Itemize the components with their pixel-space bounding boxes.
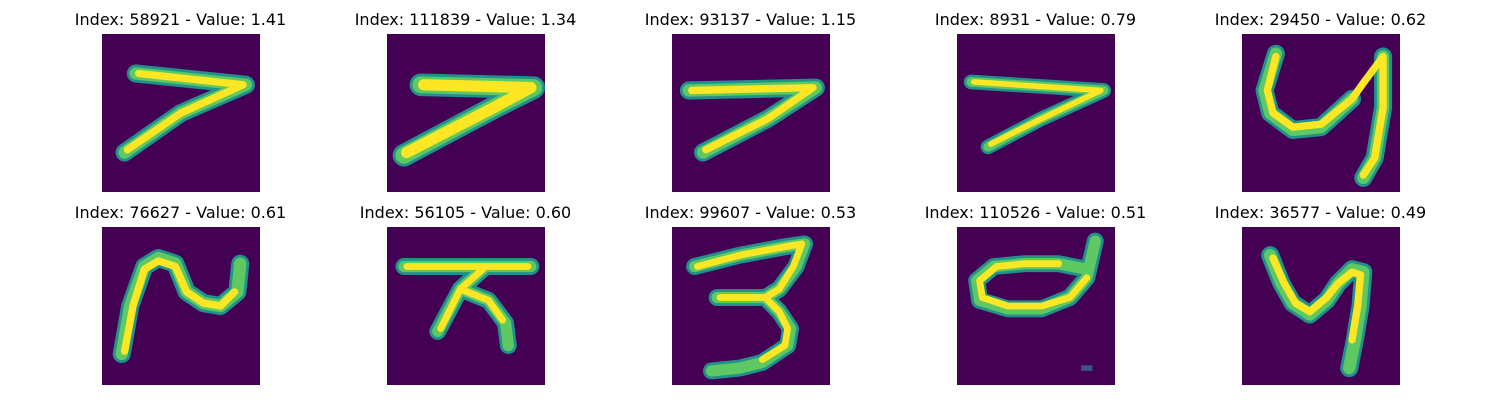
panel-title: Index: 36577 - Value: 0.49 bbox=[1214, 203, 1427, 222]
panel: Index: 58921 - Value: 1.41 bbox=[38, 0, 323, 192]
panel-title: Index: 56105 - Value: 0.60 bbox=[359, 203, 572, 222]
panel: Index: 110526 - Value: 0.51 bbox=[893, 193, 1178, 385]
panel-title: Index: 8931 - Value: 0.79 bbox=[934, 10, 1137, 29]
panel: Index: 99607 - Value: 0.53 bbox=[608, 193, 893, 385]
four-b-icon bbox=[1241, 227, 1400, 385]
four-a-icon bbox=[1241, 34, 1400, 192]
zero-icon bbox=[956, 227, 1115, 385]
panel: Index: 56105 - Value: 0.60 bbox=[323, 193, 608, 385]
panel-title: Index: 58921 - Value: 1.41 bbox=[74, 10, 287, 29]
seven-c-icon bbox=[671, 34, 830, 192]
panel-title: Index: 29450 - Value: 0.62 bbox=[1214, 10, 1427, 29]
three-icon bbox=[671, 227, 830, 385]
seven-a-icon bbox=[101, 34, 260, 192]
seven-d-icon bbox=[956, 34, 1115, 192]
two-icon bbox=[101, 227, 260, 385]
panel-title: Index: 99607 - Value: 0.53 bbox=[644, 203, 857, 222]
seven-crossed-icon bbox=[386, 227, 545, 385]
panel-title: Index: 110526 - Value: 0.51 bbox=[924, 203, 1147, 222]
panel-title: Index: 93137 - Value: 1.15 bbox=[644, 10, 857, 29]
panel: Index: 76627 - Value: 0.61 bbox=[38, 193, 323, 385]
panel: Index: 36577 - Value: 0.49 bbox=[1178, 193, 1463, 385]
panel: Index: 111839 - Value: 1.34 bbox=[323, 0, 608, 192]
seven-b-icon bbox=[386, 34, 545, 192]
panel: Index: 29450 - Value: 0.62 bbox=[1178, 0, 1463, 192]
panel: Index: 93137 - Value: 1.15 bbox=[608, 0, 893, 192]
panel: Index: 8931 - Value: 0.79 bbox=[893, 0, 1178, 192]
panel-title: Index: 76627 - Value: 0.61 bbox=[74, 203, 287, 222]
panel-title: Index: 111839 - Value: 1.34 bbox=[354, 10, 577, 29]
